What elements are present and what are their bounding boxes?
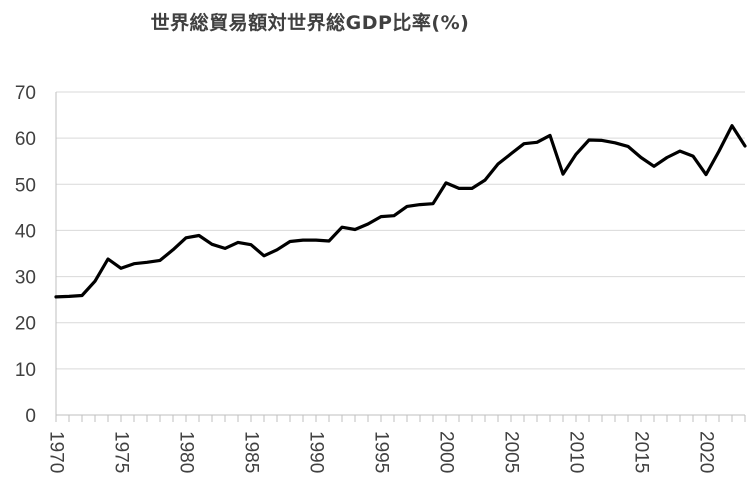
axes [55, 92, 746, 422]
y-tick-labels: 0 10 20 30 40 50 60 70 [15, 83, 36, 427]
y-tick-label: 50 [15, 175, 36, 196]
x-tick-label: 1995 [371, 431, 392, 473]
x-tick-label: 2010 [566, 431, 587, 473]
series-layer [54, 124, 747, 299]
y-tick-label: 10 [15, 360, 36, 381]
chart-title: 世界総貿易額対世界総GDP比率(%) [150, 12, 470, 34]
y-tick-label: 0 [25, 406, 36, 427]
x-tick-label: 2005 [501, 431, 522, 473]
x-tick-label: 1975 [111, 431, 132, 473]
y-tick-label: 60 [15, 129, 36, 150]
x-tick-label: 1970 [46, 431, 67, 473]
x-tick-label: 2000 [436, 431, 457, 473]
y-tick-label: 30 [15, 268, 36, 289]
y-tick-label: 20 [15, 314, 36, 335]
y-tick-label: 40 [15, 221, 36, 242]
x-tick-label: 1980 [176, 431, 197, 473]
x-tick-label: 1985 [241, 431, 262, 473]
x-tick-label: 1990 [306, 431, 327, 473]
gridlines [56, 91, 745, 370]
series-line [54, 124, 747, 299]
x-tick-labels: 1970 1975 1980 1985 1990 1995 2000 2005 2010 2015… [46, 431, 717, 473]
x-tick-label: 2020 [696, 431, 717, 473]
x-tick-label: 2015 [631, 431, 652, 473]
y-tick-label: 70 [15, 83, 36, 104]
